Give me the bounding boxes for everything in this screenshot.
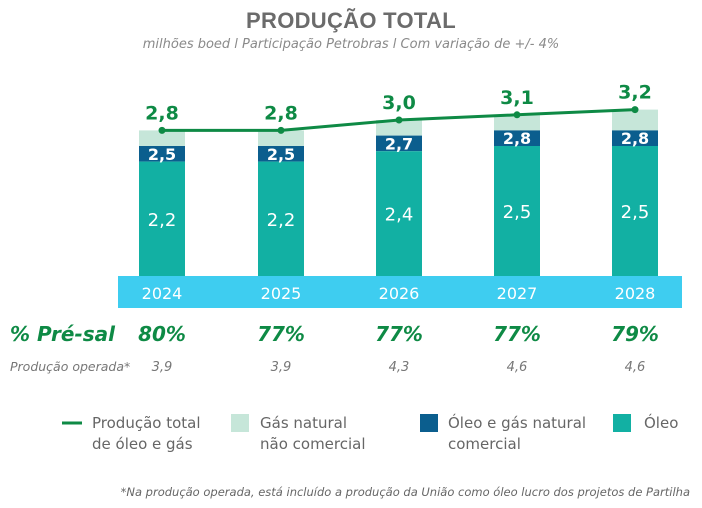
year-label-2026: 2026 — [379, 284, 420, 303]
legend-gas-swatch — [231, 414, 249, 432]
producao-operada-value-2024: 3,9 — [152, 360, 173, 375]
label-comercial-2025: 2,5 — [267, 145, 295, 164]
bar-oleo-gas-comercial-2025 — [258, 146, 304, 162]
bar-oleo-gas-comercial-2027 — [494, 130, 540, 146]
producao-operada-value-2025: 3,9 — [271, 360, 292, 375]
label-comercial-2028: 2,8 — [621, 129, 649, 148]
bar-oleo-2025 — [258, 161, 304, 276]
legend-label-gas-0: Gás natural — [260, 414, 347, 432]
bar-oleo-2024 — [139, 161, 185, 276]
total-label-2027: 3,1 — [500, 87, 534, 109]
label-comercial-2024: 2,5 — [148, 145, 176, 164]
chart-title: PRODUÇÃO TOTAL — [246, 8, 456, 33]
total-point-2028 — [631, 106, 639, 114]
pre-sal-value-2028: 79% — [611, 322, 659, 346]
bar-gas-nao-comercial-2025 — [258, 130, 304, 146]
bar-gas-nao-comercial-2024 — [139, 130, 185, 146]
pre-sal-label: % Pré-sal — [10, 322, 116, 346]
pre-sal-value-2025: 77% — [257, 322, 305, 346]
legend-label-comercial-0: Óleo e gás natural — [448, 413, 586, 432]
producao-operada-value-2026: 4,3 — [389, 360, 410, 375]
pre-sal-value-2027: 77% — [493, 322, 541, 346]
label-oleo-2024: 2,2 — [148, 210, 177, 231]
total-label-2025: 2,8 — [264, 102, 298, 124]
producao-operada-label: Produção operada* — [10, 359, 130, 374]
legend-label-gas-1: não comercial — [260, 435, 366, 453]
chart-subtitle: milhões boed l Participação Petrobras l … — [142, 37, 560, 52]
label-oleo-2027: 2,5 — [503, 202, 532, 223]
legend-label-linha-1: de óleo e gás — [92, 435, 193, 453]
year-band — [118, 276, 682, 308]
pre-sal-value-2026: 77% — [375, 322, 423, 346]
bar-oleo-2027 — [494, 146, 540, 276]
footnote: *Na produção operada, está incluído a pr… — [120, 485, 690, 499]
legend-comercial-swatch — [420, 414, 438, 432]
label-comercial-2027: 2,8 — [503, 129, 531, 148]
bar-oleo-2028 — [612, 146, 658, 276]
total-point-2025 — [277, 126, 285, 134]
label-oleo-2026: 2,4 — [385, 205, 414, 226]
total-point-2027 — [513, 111, 521, 119]
label-comercial-2026: 2,7 — [385, 134, 413, 153]
bar-oleo-gas-comercial-2024 — [139, 146, 185, 162]
legend-label-linha-0: Produção total — [92, 414, 201, 432]
label-oleo-2025: 2,2 — [267, 210, 296, 231]
total-label-2026: 3,0 — [382, 92, 416, 114]
year-label-2025: 2025 — [261, 284, 302, 303]
year-label-2024: 2024 — [142, 284, 183, 303]
bar-oleo-2026 — [376, 151, 422, 276]
year-label-2027: 2027 — [497, 284, 538, 303]
producao-operada-value-2028: 4,6 — [625, 360, 646, 375]
producao-operada-value-2027: 4,6 — [507, 360, 528, 375]
legend-oleo-swatch — [613, 414, 631, 432]
bar-oleo-gas-comercial-2026 — [376, 135, 422, 152]
legend-label-oleo-0: Óleo — [644, 413, 678, 432]
bar-gas-nao-comercial-2027 — [494, 114, 540, 131]
bar-gas-nao-comercial-2028 — [612, 109, 658, 131]
pre-sal-value-2024: 80% — [138, 322, 186, 346]
label-oleo-2028: 2,5 — [621, 202, 650, 223]
year-label-2028: 2028 — [615, 284, 656, 303]
bar-oleo-gas-comercial-2028 — [612, 130, 658, 146]
total-label-2024: 2,8 — [145, 102, 179, 124]
total-point-2024 — [158, 126, 166, 134]
total-label-2028: 3,2 — [618, 82, 652, 104]
legend-label-comercial-1: comercial — [448, 435, 521, 453]
total-point-2026 — [395, 116, 403, 124]
bar-gas-nao-comercial-2026 — [376, 120, 422, 136]
